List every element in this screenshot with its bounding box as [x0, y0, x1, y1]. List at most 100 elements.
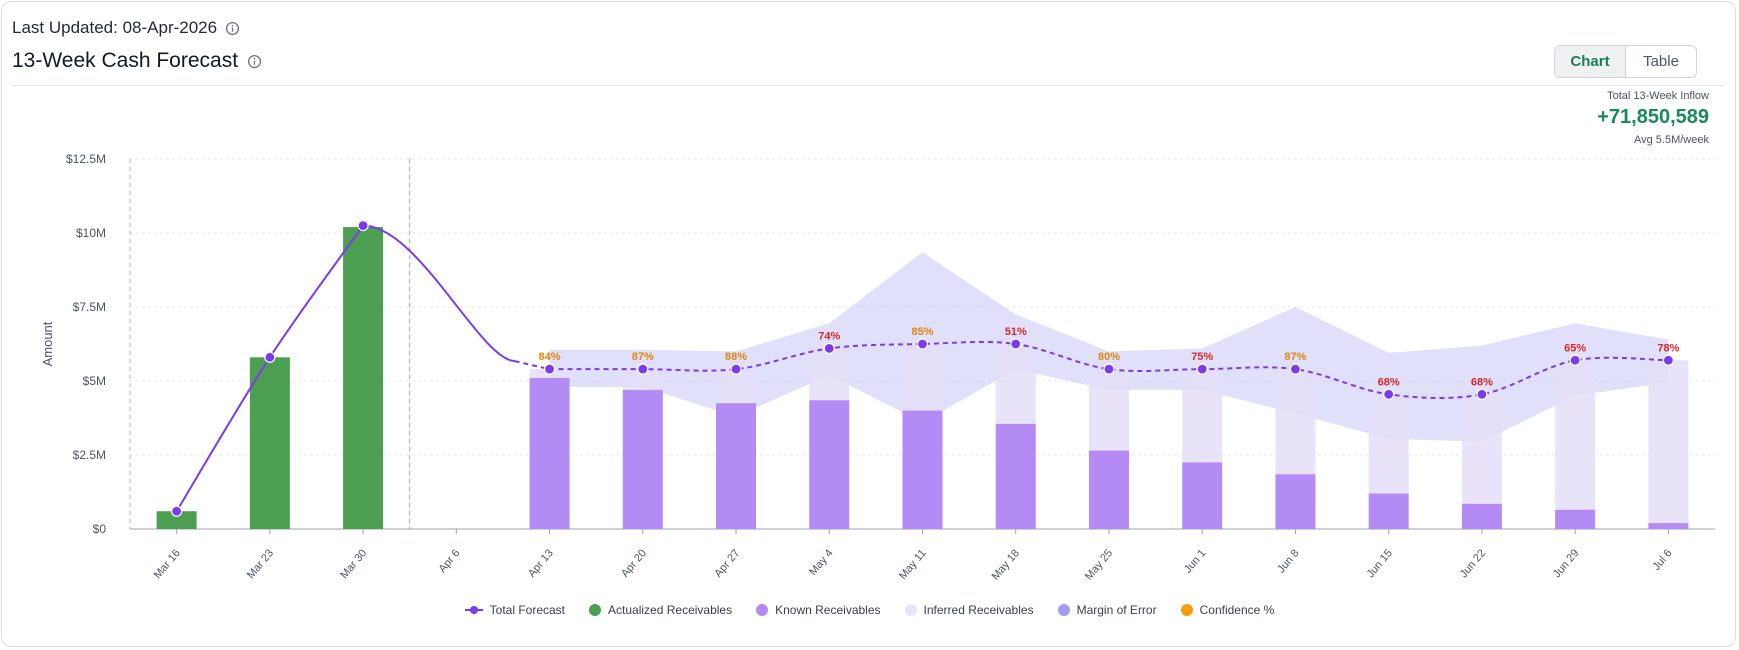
total-forecast-point: [543, 363, 556, 375]
legend-swatch-total-forecast: [464, 604, 483, 616]
summary-average: Avg 5.5M/week: [1633, 134, 1709, 146]
x-tick-label: Jun 22: [1458, 547, 1488, 580]
confidence-label: 85%: [911, 326, 933, 338]
total-forecast-point: [730, 363, 742, 375]
bar-known: [902, 410, 943, 529]
total-forecast-point: [916, 338, 929, 350]
bar-known: [1648, 523, 1689, 529]
confidence-label: 84%: [539, 351, 561, 363]
x-tick-label: Mar 16: [152, 547, 183, 581]
legend-label: Margin of Error: [1076, 603, 1157, 617]
confidence-label: 87%: [632, 351, 654, 363]
bar-inferred: [1648, 360, 1689, 524]
confidence-label: 51%: [1005, 326, 1027, 338]
total-forecast-line-bridge: [514, 360, 550, 371]
total-forecast-point: [1196, 363, 1208, 375]
x-tick-label: May 18: [990, 547, 1022, 582]
legend-label: Known Receivables: [775, 603, 881, 617]
bar-known: [1088, 450, 1129, 529]
total-forecast-point: [1289, 363, 1302, 375]
bar-inferred: [995, 344, 1036, 424]
x-tick-label: Apr 20: [619, 547, 649, 580]
y-tick-label: $5M: [83, 374, 106, 388]
bar-known: [1182, 462, 1223, 529]
total-forecast-point: [823, 342, 835, 355]
table-view-button[interactable]: Table: [1626, 46, 1696, 77]
legend-item-inferred[interactable]: Inferred Receivables: [904, 603, 1034, 617]
chart-view-button[interactable]: Chart: [1555, 46, 1626, 77]
legend-label: Confidence %: [1199, 603, 1275, 617]
x-tick-label: Jun 29: [1551, 547, 1581, 580]
confidence-label: 68%: [1378, 376, 1400, 388]
view-toggle: Chart Table: [1554, 45, 1697, 78]
last-updated: Last Updated: 08-Apr-2026: [12, 18, 240, 38]
legend-label: Total Forecast: [489, 603, 566, 617]
legend-swatch-known: [756, 604, 769, 616]
total-forecast-point: [1569, 354, 1581, 366]
summary-value: +71,850,589: [1597, 106, 1709, 128]
total-forecast-point: [1010, 338, 1022, 350]
bar-inferred: [1368, 394, 1409, 494]
bar-actualized: [343, 227, 384, 529]
header-divider: [12, 85, 1725, 86]
total-forecast-line-transition: [363, 224, 515, 363]
y-axis-label: Amount: [40, 321, 55, 366]
bar-inferred: [1461, 394, 1502, 504]
confidence-label: 78%: [1657, 342, 1679, 354]
bar-inferred: [902, 344, 943, 411]
confidence-label: 65%: [1564, 342, 1586, 354]
legend-item-known[interactable]: Known Receivables: [756, 603, 881, 617]
legend-item-margin[interactable]: Margin of Error: [1057, 603, 1157, 617]
y-tick-label: $12.5M: [66, 152, 106, 166]
legend-swatch-actualized: [589, 604, 602, 616]
bar-known: [1368, 493, 1409, 529]
legend-swatch-margin: [1057, 604, 1070, 616]
bar-known: [716, 403, 757, 529]
legend-item-total-forecast[interactable]: Total Forecast: [464, 603, 566, 617]
x-tick-label: Apr 13: [526, 547, 556, 580]
confidence-label: 88%: [725, 351, 747, 363]
bar-inferred: [1182, 369, 1223, 463]
bar-known: [1275, 474, 1316, 529]
bar-inferred: [1088, 369, 1129, 451]
bar-inferred: [716, 369, 757, 404]
confidence-label: 80%: [1098, 351, 1120, 363]
bar-actualized: [249, 357, 290, 529]
bar-known: [1555, 509, 1596, 529]
bar-inferred: [1555, 360, 1596, 510]
total-forecast-point: [1383, 388, 1395, 400]
bar-known: [622, 389, 663, 529]
bar-known: [809, 400, 850, 529]
x-tick-label: Apr 6: [437, 547, 463, 575]
legend-label: Inferred Receivables: [923, 603, 1034, 617]
total-forecast-point: [357, 220, 369, 232]
bar-known: [529, 378, 570, 529]
x-tick-label: Mar 23: [245, 547, 276, 581]
legend-item-actualized[interactable]: Actualized Receivables: [589, 603, 732, 617]
total-forecast-point: [637, 363, 649, 375]
total-forecast-point: [1662, 354, 1674, 366]
info-icon[interactable]: [247, 54, 262, 69]
bar-known: [1461, 503, 1502, 529]
legend-label: Actualized Receivables: [608, 603, 733, 617]
total-forecast-point: [1103, 363, 1115, 375]
y-tick-label: $2.5M: [73, 448, 106, 462]
bar-known: [995, 423, 1036, 529]
bar-inferred: [1275, 369, 1316, 475]
x-tick-label: May 11: [897, 547, 929, 582]
bar-actualized: [156, 511, 197, 529]
cash-forecast-chart: $0 $2.5M $5M $7.5M $10M $12.5M Amount 84% 87% 88%…: [40, 152, 1715, 583]
legend-item-confidence[interactable]: Confidence %: [1180, 603, 1275, 617]
bar-inferred: [809, 348, 850, 401]
info-icon[interactable]: [225, 21, 240, 36]
x-tick-label: Jun 1: [1182, 547, 1208, 575]
x-tick-label: Jul 6: [1651, 547, 1675, 573]
y-tick-label: $10M: [76, 226, 106, 240]
total-forecast-point: [1476, 388, 1488, 400]
confidence-label: 75%: [1191, 351, 1213, 363]
page-title-text: 13-Week Cash Forecast: [12, 49, 239, 72]
chart-legend: Total Forecast Actualized Receivables Kn…: [0, 603, 1739, 617]
x-tick-label: Apr 27: [712, 547, 742, 580]
summary-label: Total 13-Week Inflow: [1607, 90, 1709, 102]
legend-swatch-confidence: [1180, 604, 1193, 616]
